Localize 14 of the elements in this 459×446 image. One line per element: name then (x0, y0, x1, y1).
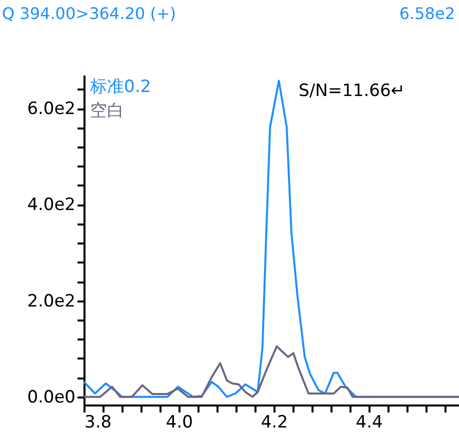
y-tick-label: 6.0e2 (27, 99, 76, 120)
text: 标准0.2 (89, 77, 152, 97)
y-tick-label: 4.0e2 (27, 195, 76, 216)
line-series (83, 345, 459, 398)
text: 空白 (90, 101, 124, 121)
x-tick-label: 4.0 (166, 412, 193, 432)
x-tick-label: 4.2 (260, 412, 288, 432)
x-tick-label: 4.4 (356, 412, 383, 432)
y-tick-label: 2.0e2 (27, 291, 76, 312)
chart-title: Q 394.00>364.20 (+) (2, 4, 176, 23)
annotation: S/N=11.66↵ (298, 80, 406, 101)
x-tick-label: 3.8 (84, 412, 112, 432)
y-tick-label: 0.0e0 (27, 387, 76, 408)
text: 6.58e2 (399, 4, 455, 23)
